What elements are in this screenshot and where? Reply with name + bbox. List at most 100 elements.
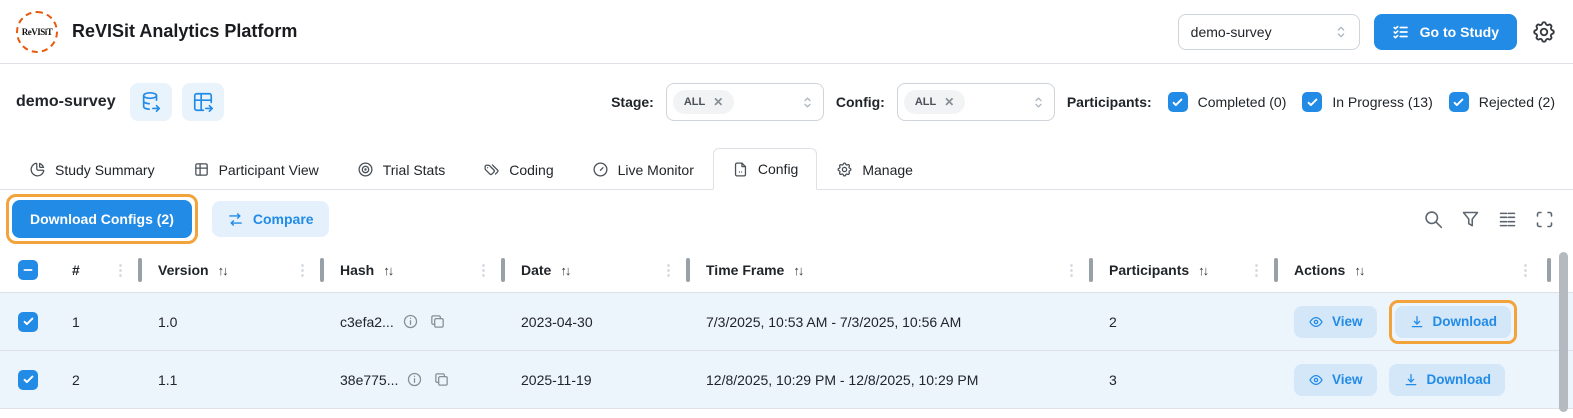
hash-cell: c3efa2... — [324, 313, 505, 330]
row-checkbox[interactable] — [18, 311, 38, 332]
chevron-selector-icon — [800, 95, 815, 110]
annotation-highlight: Download Configs (2) — [6, 194, 198, 244]
view-button[interactable]: View — [1294, 363, 1377, 396]
participants-cell: 3 — [1109, 371, 1117, 388]
column-header-version[interactable]: Version ↑↓ ⋮ — [142, 248, 324, 292]
download-configs-button[interactable]: Download Configs (2) — [12, 200, 192, 238]
config-label: Config: — [835, 94, 885, 110]
tab-live-monitor[interactable]: Live Monitor — [573, 148, 713, 190]
copy-icon[interactable] — [429, 313, 446, 330]
sort-icon[interactable]: ↑↓ — [560, 262, 571, 278]
tab-config[interactable]: Config — [712, 148, 818, 190]
remove-config-icon[interactable]: ✕ — [944, 95, 955, 109]
column-resize-handle[interactable] — [501, 258, 505, 282]
table-scrollbar[interactable] — [1559, 252, 1568, 412]
tab-coding[interactable]: Coding — [464, 148, 572, 190]
sort-icon[interactable]: ↑↓ — [383, 262, 394, 278]
column-header-hash[interactable]: Hash ↑↓ ⋮ — [324, 248, 505, 292]
copy-icon[interactable] — [433, 371, 450, 388]
download-button[interactable]: Download — [1394, 305, 1512, 338]
rows-icon[interactable] — [1497, 209, 1518, 230]
main-tabs: Study Summary Participant View Trial Sta… — [0, 140, 1573, 190]
eye-icon — [1308, 372, 1324, 388]
config-table: # ⋮ Version ↑↓ ⋮ Hash ↑↓ ⋮ Date ↑↓ ⋮ Time F… — [0, 248, 1573, 409]
file-icon — [732, 161, 749, 178]
stage-label: Stage: — [611, 94, 654, 110]
column-menu-icon[interactable]: ⋮ — [295, 262, 310, 279]
in-progress-label: In Progress (13) — [1332, 94, 1433, 110]
config-multiselect[interactable]: ALL ✕ — [896, 83, 1055, 121]
column-label: # — [72, 262, 80, 278]
go-to-study-button[interactable]: Go to Study — [1373, 13, 1517, 50]
column-header-actions[interactable]: Actions ↑↓ ⋮ — [1278, 248, 1573, 292]
column-header-time-frame[interactable]: Time Frame ↑↓ ⋮ — [690, 248, 1093, 292]
compare-label: Compare — [252, 211, 314, 227]
column-header-date[interactable]: Date ↑↓ ⋮ — [505, 248, 690, 292]
column-menu-icon[interactable]: ⋮ — [476, 262, 491, 279]
row-checkbox[interactable] — [18, 369, 38, 390]
sort-icon[interactable]: ↑↓ — [1354, 262, 1365, 278]
column-menu-icon[interactable]: ⋮ — [1249, 262, 1264, 279]
table-row: 2 1.1 38e775... 2025-11-19 12/8/2025, 10… — [0, 351, 1573, 409]
column-resize-handle[interactable] — [1089, 258, 1093, 282]
download-button[interactable]: Download — [1388, 363, 1506, 396]
rejected-checkbox[interactable] — [1448, 92, 1469, 112]
search-icon[interactable] — [1423, 209, 1444, 230]
column-resize-handle[interactable] — [138, 258, 142, 282]
time-frame-cell: 12/8/2025, 10:29 PM - 12/8/2025, 10:29 P… — [706, 371, 979, 388]
config-pill-value: ALL — [914, 96, 937, 108]
config-selected-pill: ALL ✕ — [903, 90, 966, 114]
column-resize-handle[interactable] — [320, 258, 324, 282]
remove-stage-icon[interactable]: ✕ — [713, 95, 724, 109]
pie-chart-icon — [29, 161, 46, 178]
date-cell: 2025-11-19 — [521, 371, 592, 388]
column-menu-icon[interactable]: ⋮ — [1064, 262, 1079, 279]
go-to-study-label: Go to Study — [1419, 23, 1499, 40]
download-icon — [1409, 314, 1425, 330]
maximize-icon[interactable] — [1534, 209, 1555, 230]
sort-icon[interactable]: ↑↓ — [793, 262, 804, 278]
stage-multiselect[interactable]: ALL ✕ — [665, 83, 824, 121]
swap-arrows-icon — [227, 211, 244, 228]
tab-label: Participant View — [218, 161, 319, 178]
column-resize-handle[interactable] — [1274, 258, 1278, 282]
sort-icon[interactable]: ↑↓ — [217, 262, 229, 278]
table-export-icon[interactable] — [181, 83, 224, 121]
select-all-checkbox[interactable] — [18, 260, 38, 280]
column-resize-handle[interactable] — [686, 258, 690, 282]
gear-icon — [836, 161, 853, 178]
config-toolbar: Download Configs (2) Compare — [0, 190, 1573, 248]
study-select[interactable]: demo-survey — [1177, 13, 1360, 50]
in-progress-checkbox[interactable] — [1302, 92, 1323, 112]
tab-label: Live Monitor — [617, 161, 694, 178]
column-header-participants[interactable]: Participants ↑↓ ⋮ — [1093, 248, 1278, 292]
column-label: Hash — [340, 262, 375, 278]
column-menu-icon[interactable]: ⋮ — [113, 262, 128, 279]
column-resize-handle[interactable] — [1547, 258, 1551, 282]
completed-checkbox[interactable] — [1167, 92, 1188, 112]
gauge-icon — [592, 161, 609, 178]
view-button[interactable]: View — [1294, 305, 1377, 338]
settings-gear-icon[interactable] — [1531, 19, 1557, 45]
version-cell: 1.0 — [158, 313, 178, 330]
hash-value: 38e775... — [340, 371, 399, 388]
tab-manage[interactable]: Manage — [817, 148, 932, 190]
info-icon[interactable] — [402, 313, 419, 330]
column-menu-icon[interactable]: ⋮ — [1518, 262, 1533, 279]
tab-participant-view[interactable]: Participant View — [174, 148, 338, 190]
column-header-index[interactable]: # ⋮ — [56, 248, 142, 292]
tab-trial-stats[interactable]: Trial Stats — [338, 148, 465, 190]
database-export-icon[interactable] — [129, 83, 172, 121]
tab-label: Config — [757, 161, 799, 177]
tab-study-summary[interactable]: Study Summary — [10, 148, 174, 190]
sort-icon[interactable]: ↑↓ — [1198, 262, 1209, 278]
info-icon[interactable] — [406, 371, 423, 388]
compare-button[interactable]: Compare — [211, 201, 329, 237]
column-label: Date — [521, 262, 552, 278]
download-icon — [1403, 372, 1419, 388]
filter-icon[interactable] — [1460, 209, 1481, 230]
column-menu-icon[interactable]: ⋮ — [661, 262, 676, 279]
header-right: demo-survey Go to Study — [1177, 13, 1557, 50]
index-cell: 2 — [72, 371, 80, 388]
